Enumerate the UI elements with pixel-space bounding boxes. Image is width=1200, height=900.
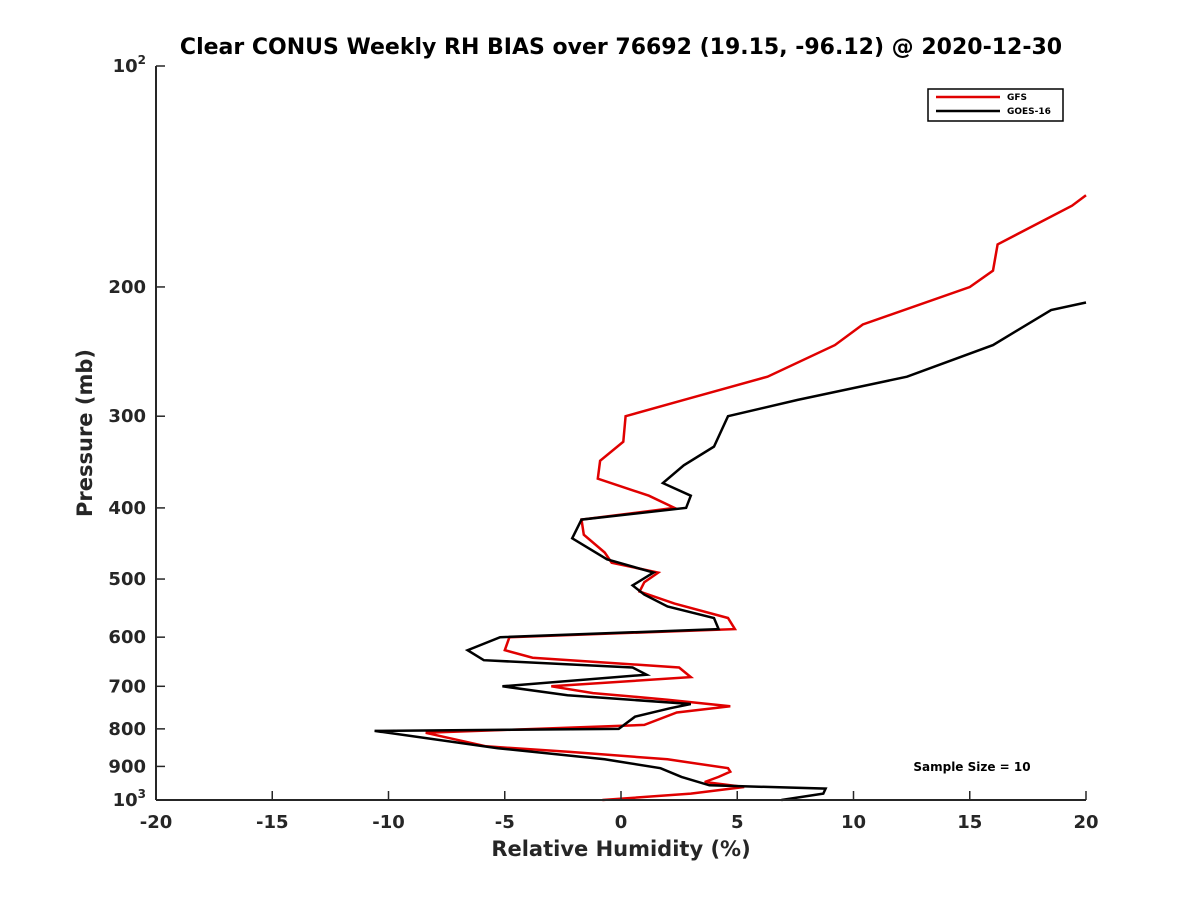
y-tick-label: 600 — [108, 627, 146, 648]
y-tick-label: 102 — [113, 53, 146, 77]
x-tick-label: -10 — [372, 812, 405, 833]
x-tick-label: 10 — [841, 812, 866, 833]
y-tick-label: 900 — [108, 756, 146, 777]
y-tick-label: 500 — [108, 569, 146, 590]
x-axis-label: Relative Humidity (%) — [491, 837, 750, 861]
x-tick-group: -20 -15 -10 -5 0 5 10 15 20 — [140, 791, 1099, 833]
x-tick-label: 0 — [615, 812, 628, 833]
y-tick-label: 300 — [108, 406, 146, 427]
y-tick-label: 200 — [108, 277, 146, 298]
chart-title: Clear CONUS Weekly RH BIAS over 76692 (1… — [180, 35, 1062, 60]
series-line-gfs — [425, 194, 1087, 802]
x-tick-label: -15 — [256, 812, 289, 833]
x-tick-label: -5 — [495, 812, 515, 833]
y-tick-label: 700 — [108, 676, 146, 697]
legend-box — [927, 88, 1064, 122]
x-tick-label: 15 — [957, 812, 982, 833]
x-tick-label: 20 — [1073, 812, 1098, 833]
y-axis-label: Pressure (mb) — [73, 349, 97, 517]
series-layer — [374, 194, 1087, 802]
x-tick-label: 5 — [731, 812, 744, 833]
y-tick-label: 800 — [108, 719, 146, 740]
y-tick-label: 103 — [113, 787, 146, 811]
legend-label-goes16: GOES-16 — [1007, 107, 1051, 117]
y-tick-label: 400 — [108, 498, 146, 519]
series-line-goes-16 — [374, 301, 1087, 802]
y-tick-group: 102 200 300 400 500 600 700 800 900 103 — [108, 53, 165, 811]
legend-label-gfs: GFS — [1007, 93, 1027, 103]
plot-area — [156, 66, 1086, 800]
x-tick-label: -20 — [140, 812, 173, 833]
sample-size-annotation: Sample Size = 10 — [913, 760, 1030, 774]
legend: GFS GOES-16 — [927, 88, 1064, 122]
